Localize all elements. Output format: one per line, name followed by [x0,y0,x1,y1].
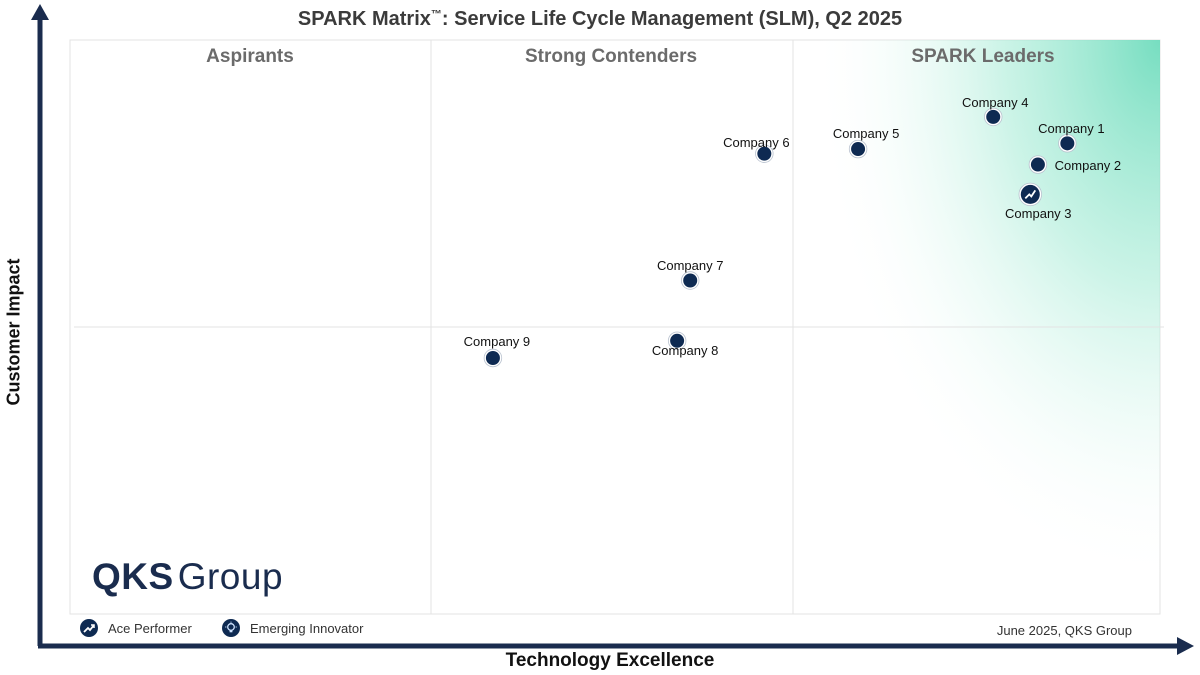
point-marker [683,273,698,288]
point-marker [851,142,866,157]
trend-up-icon [1024,189,1037,200]
point-label-company-8: Company 8 [651,342,719,358]
point-marker [1030,157,1045,172]
point-marker [757,146,772,161]
trend-up-icon [80,619,98,637]
data-point-company-7 [681,271,700,290]
y-axis-title: Customer Impact [3,258,24,406]
data-point-company-8 [667,331,687,350]
legend-label-emerging-innovator: Emerging Innovator [250,620,364,636]
point-label-company-6: Company 6 [723,134,790,150]
quadrant-label-spark-leaders: SPARK Leaders [911,46,1055,67]
data-point-company-2 [1028,155,1048,174]
point-marker [670,333,685,348]
legend-label-ace-performer: Ace Performer [108,620,192,636]
title-tail: : Service Life Cycle Management (SLM), Q… [441,8,903,30]
x-axis-arrow [1177,637,1194,655]
data-point-company-1 [1058,134,1077,153]
point-label-company-4: Company 4 [961,94,1029,110]
logo-group: Group [177,556,284,597]
title-trademark: ™ [430,8,442,21]
chart-title: SPARK Matrix™: Service Life Cycle Manage… [0,8,1200,31]
footnote: June 2025, QKS Group [996,623,1132,638]
x-axis-title: Technology Excellence [505,650,715,671]
qks-group-logo: QKS Group [92,556,283,598]
point-label-company-3: Company 3 [1005,206,1072,222]
title-main: SPARK Matrix [297,8,431,30]
point-marker [485,350,500,365]
data-point-company-6 [755,144,774,163]
data-point-company-9 [483,348,503,368]
point-marker [1060,136,1075,151]
y-axis-arrow [31,4,49,20]
point-marker [986,109,1001,124]
data-point-company-5 [848,139,868,159]
logo-qks: QKS [92,556,174,597]
data-point-company-3 [1018,182,1042,207]
legend-emerging-innovator: Emerging Innovator [222,619,363,637]
lightbulb-icon [222,619,240,637]
data-points [483,107,1077,368]
quadrant-label-aspirants: Aspirants [206,46,294,67]
point-label-company-7: Company 7 [656,257,724,273]
legend-ace-performer: Ace Performer [80,619,192,637]
point-label-company-1: Company 1 [1038,121,1105,137]
quadrant-label-strong-contenders: Strong Contenders [524,46,698,67]
point-label-company-5: Company 5 [832,126,900,142]
point-label-company-9: Company 9 [463,333,531,349]
data-point-company-4 [984,107,1003,127]
point-label-company-2: Company 2 [1054,157,1122,173]
